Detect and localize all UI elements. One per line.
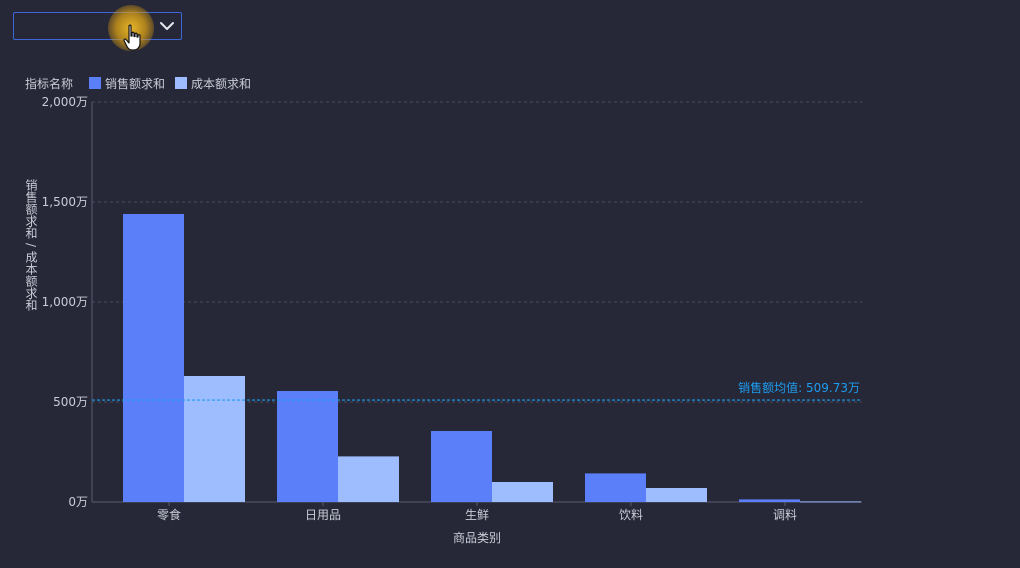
- legend-label-sales: 销售额求和: [105, 76, 166, 91]
- x-tick-label: 生鲜: [465, 508, 489, 522]
- bar-sales[interactable]: [277, 391, 338, 502]
- y-tick-label: 0万: [68, 495, 88, 509]
- y-tick-label: 2,000万: [42, 95, 88, 109]
- x-tick-label: 零食: [157, 507, 181, 522]
- average-line-label: 销售额均值: 509.73万: [738, 380, 860, 395]
- x-tick-label: 日用品: [305, 508, 341, 522]
- legend-item-sales[interactable]: 销售额求和: [89, 75, 165, 92]
- y-tick-label: 1,500万: [42, 195, 88, 209]
- bar-sales[interactable]: [585, 473, 646, 502]
- bar-cost[interactable]: [184, 376, 245, 502]
- hand-pointer-icon: [123, 24, 141, 51]
- bar-cost[interactable]: [800, 501, 861, 503]
- bar-sales[interactable]: [431, 431, 492, 502]
- chevron-down-icon[interactable]: [157, 16, 177, 36]
- legend-swatch-cost: [175, 77, 188, 89]
- y-tick-label: 500万: [53, 395, 88, 409]
- x-axis-title: 商品类别: [453, 530, 501, 545]
- x-tick-label: 饮料: [619, 508, 643, 522]
- bar-cost[interactable]: [338, 456, 399, 502]
- bar-sales[interactable]: [123, 214, 184, 502]
- x-tick-label: 调料: [773, 508, 797, 522]
- legend-item-cost[interactable]: 成本额求和: [175, 75, 251, 92]
- legend-label-cost: 成本额求和: [191, 76, 252, 91]
- y-tick-label: 1,000万: [42, 295, 88, 309]
- legend-title: 指标名称: [25, 76, 74, 91]
- bar-cost[interactable]: [646, 488, 707, 502]
- bar-cost[interactable]: [492, 482, 553, 502]
- chart-legend: 指标名称 销售额求和 成本额求和: [25, 74, 261, 92]
- legend-swatch-sales: [89, 77, 102, 89]
- y-axis-title: 销售额求和 / 成本额求和: [24, 179, 38, 311]
- bar-sales[interactable]: [739, 499, 800, 502]
